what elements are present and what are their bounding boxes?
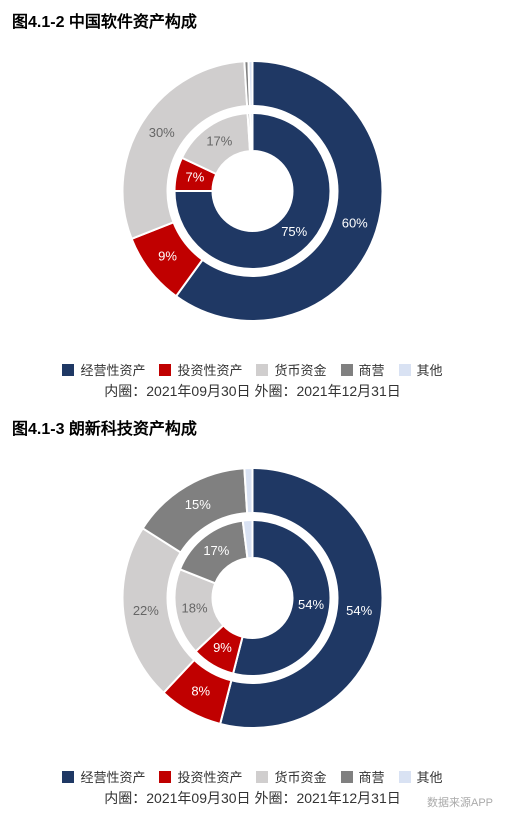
chart-block: 图4.1-3 朗新科技资产构成 54% 8% 22% 15% 54% 9% 18% 17% 经营性…: [0, 407, 505, 814]
slice-label: 9%: [213, 640, 232, 655]
slice-label: 22%: [133, 603, 159, 618]
slice-label: 15%: [185, 497, 211, 512]
footer-note: 数据来源APP: [427, 794, 493, 810]
legend-label: 投资性资产: [177, 767, 242, 786]
legend-label: 投资性资产: [177, 360, 242, 379]
slice-label: 8%: [191, 684, 210, 699]
legend-label: 其他: [417, 767, 443, 786]
legend-swatch: [341, 364, 353, 376]
legend-swatch: [341, 771, 353, 783]
legend-label: 经营性资产: [80, 360, 145, 379]
legend-swatch: [399, 364, 411, 376]
donut-chart: 54% 8% 22% 15% 54% 9% 18% 17%: [0, 443, 505, 743]
donut-slice: [250, 113, 252, 151]
legend-label: 商营: [359, 767, 385, 786]
legend-swatch: [256, 364, 268, 376]
chart-area: 54% 8% 22% 15% 54% 9% 18% 17%: [0, 443, 505, 763]
legend-item: 商营: [341, 360, 385, 379]
legend-item: 其他: [399, 360, 443, 379]
chart-area: 60% 9% 30% 75% 7% 17%: [0, 36, 505, 356]
legend-swatch: [256, 771, 268, 783]
slice-label: 30%: [149, 125, 175, 140]
legend-item: 经营性资产: [62, 360, 145, 379]
legend-label: 货币资金: [274, 360, 326, 379]
slice-label: 54%: [298, 597, 324, 612]
chart-block: 图4.1-2 中国软件资产构成 60% 9% 30% 75% 7% 17% 经营性资产 投资性资…: [0, 0, 505, 407]
slice-label: 75%: [281, 224, 307, 239]
chart-title: 图4.1-2 中国软件资产构成: [0, 0, 505, 36]
subcaption: 内圈：2021年09月30日 外圈：2021年12月31日: [0, 381, 505, 407]
legend-swatch: [159, 364, 171, 376]
legend-label: 商营: [359, 360, 385, 379]
slice-label: 17%: [203, 543, 229, 558]
legend-item: 货币资金: [256, 767, 326, 786]
legend-swatch: [399, 771, 411, 783]
legend-swatch: [62, 364, 74, 376]
legend: 经营性资产 投资性资产 货币资金 商营 其他: [0, 763, 505, 788]
legend-label: 其他: [417, 360, 443, 379]
donut-slice: [248, 61, 252, 106]
legend-item: 投资性资产: [159, 767, 242, 786]
legend-swatch: [159, 771, 171, 783]
donut-chart: 60% 9% 30% 75% 7% 17%: [0, 36, 505, 336]
slice-label: 60%: [342, 216, 368, 231]
legend-label: 经营性资产: [80, 767, 145, 786]
slice-label: 9%: [158, 248, 177, 263]
slice-label: 54%: [346, 603, 372, 618]
legend: 经营性资产 投资性资产 货币资金 商营 其他: [0, 356, 505, 381]
legend-item: 其他: [399, 767, 443, 786]
slice-label: 17%: [206, 134, 232, 149]
slice-label: 7%: [186, 170, 205, 185]
legend-item: 商营: [341, 767, 385, 786]
slice-label: 18%: [182, 600, 208, 615]
legend-swatch: [62, 771, 74, 783]
legend-item: 经营性资产: [62, 767, 145, 786]
chart-title: 图4.1-3 朗新科技资产构成: [0, 407, 505, 443]
legend-item: 投资性资产: [159, 360, 242, 379]
legend-item: 货币资金: [256, 360, 326, 379]
legend-label: 货币资金: [274, 767, 326, 786]
